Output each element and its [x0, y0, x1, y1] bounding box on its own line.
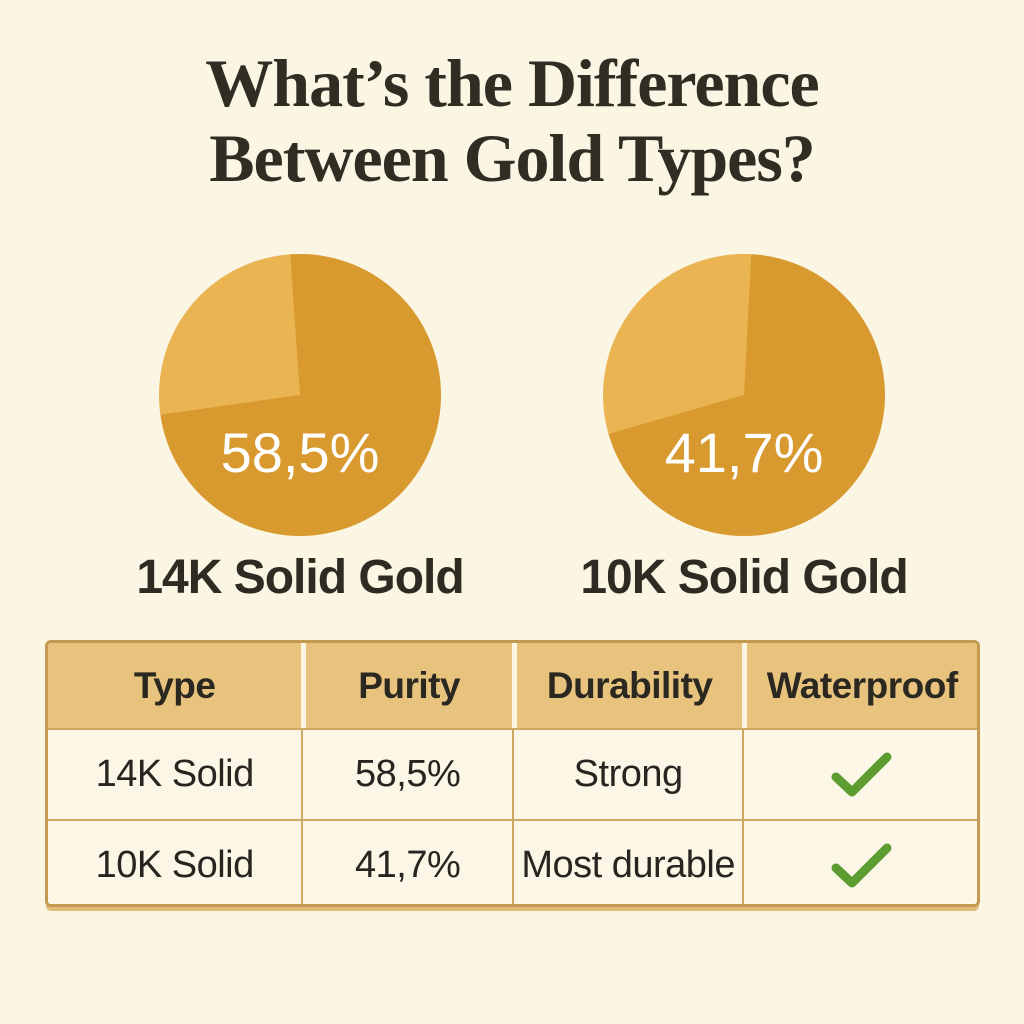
pie-caption-14k: 14K Solid Gold [136, 551, 464, 604]
cell-type-10k: 10K Solid [48, 819, 302, 904]
cell-waterproof-14k [742, 728, 977, 819]
column-header-purity: Purity [301, 643, 512, 728]
column-header-type: Type [48, 643, 302, 728]
cell-type-14k: 14K Solid [48, 728, 302, 819]
column-header-waterproof: Waterproof [742, 643, 977, 728]
page-title-line2: Between Gold Types? [209, 120, 816, 197]
cell-purity-10k: 41,7% [301, 819, 512, 904]
column-header-durability: Durability [511, 643, 743, 728]
comparison-table: Type Purity Durability Waterproof 14K So… [45, 640, 980, 907]
pie-chart-10k-gold: 41,7% [603, 254, 885, 536]
checkmark-icon [828, 750, 894, 800]
pie-value-label-14k: 58,5% [220, 421, 380, 484]
page-title-line1: What’s the Difference [205, 45, 819, 121]
cell-durability-14k: Strong [511, 728, 743, 819]
checkmark-icon [828, 841, 894, 891]
cell-waterproof-10k [742, 819, 977, 904]
pie-value-label-10k: 41,7% [664, 421, 824, 484]
cell-durability-10k: Most durable [511, 819, 743, 904]
pie-caption-10k: 10K Solid Gold [580, 551, 908, 604]
page-title: What’s the Difference Between Gold Types? [0, 45, 1024, 197]
pie-chart-14k-gold: 58,5% [159, 254, 441, 536]
cell-purity-14k: 58,5% [301, 728, 512, 819]
